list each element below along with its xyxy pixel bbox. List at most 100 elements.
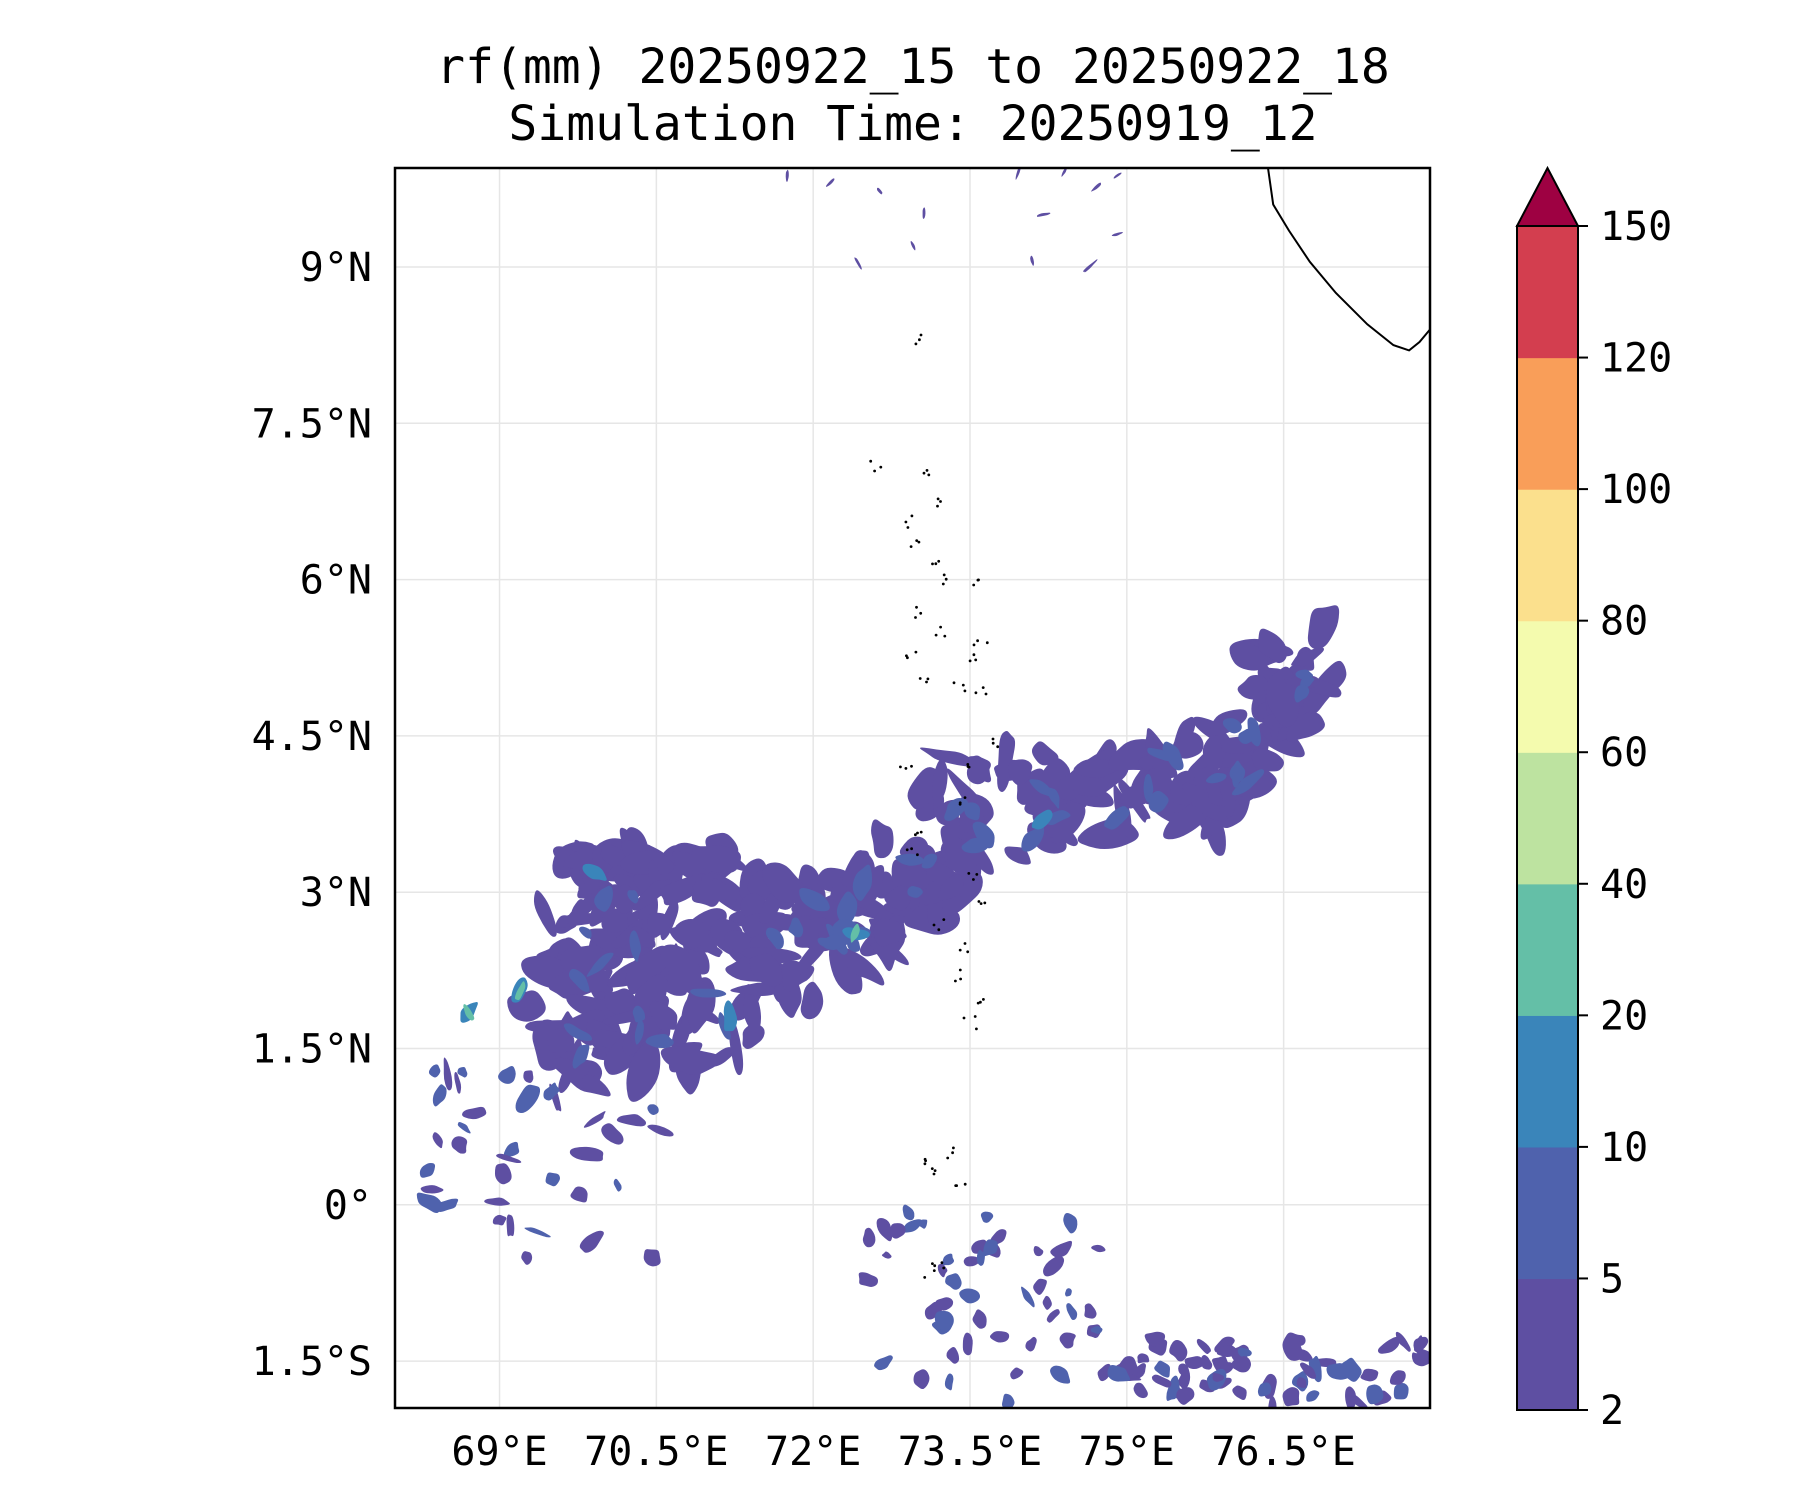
atoll-island [974, 691, 978, 695]
rain-cell [1113, 172, 1122, 179]
atoll-island [977, 900, 981, 903]
rain-cell [591, 1047, 608, 1061]
atoll-island [916, 853, 919, 857]
rain-cell [938, 874, 964, 901]
colorbar-band [1517, 1146, 1578, 1280]
rain-cell [533, 890, 557, 937]
rain-cell [1064, 1288, 1072, 1297]
atoll-island [919, 830, 923, 834]
atoll-island [931, 1262, 934, 1265]
rain-cell [1143, 773, 1154, 803]
rain-cell [881, 1251, 892, 1259]
rain-cell [1090, 1326, 1103, 1334]
atoll-island [879, 465, 883, 469]
atoll-island [931, 562, 934, 566]
rain-cell [968, 755, 992, 783]
rain-cell [742, 1023, 765, 1049]
rain-cell [785, 169, 789, 182]
y-tick-label: 6°N [300, 558, 372, 604]
y-tick-label: 9°N [300, 245, 372, 291]
atoll-island [954, 1184, 958, 1187]
rain-cell [901, 1219, 923, 1233]
y-tick-label: 0° [324, 1183, 372, 1229]
atoll-island [973, 1015, 977, 1018]
rain-cell [1222, 718, 1242, 734]
rain-cell [643, 1249, 661, 1267]
rain-cell [674, 918, 709, 949]
rain-cell [1196, 1338, 1211, 1355]
atoll-island [910, 514, 914, 518]
rain-cell [647, 1124, 674, 1137]
atoll-island [972, 583, 976, 587]
rain-cell [983, 1239, 998, 1256]
atoll-island [972, 643, 976, 647]
atoll-island [951, 1151, 954, 1155]
rain-cell [788, 917, 804, 938]
rain-cell [1144, 1331, 1166, 1347]
atoll-island [967, 765, 971, 769]
rain-cell [1205, 772, 1227, 784]
rain-cell [743, 984, 762, 1033]
rain-cell [601, 1123, 624, 1145]
coastlines [869, 168, 1430, 1279]
atoll-island [940, 1261, 944, 1265]
rain-cell [1300, 676, 1315, 688]
atoll-island [937, 559, 941, 563]
atoll-island [906, 526, 910, 529]
rain-cell [506, 1214, 515, 1237]
rain-cell [1178, 1363, 1189, 1376]
rain-cell [1031, 741, 1059, 766]
atoll-island [961, 683, 965, 687]
rain-cell [895, 853, 926, 866]
atoll-island [905, 654, 908, 658]
rain-cell [632, 1005, 646, 1023]
rain-cell [852, 864, 873, 901]
rain-cell [568, 968, 590, 993]
x-tick-label: 75°E [1079, 1429, 1175, 1475]
atoll-island [904, 767, 908, 770]
rain-cell [566, 994, 624, 1020]
rain-cell [1306, 1390, 1320, 1402]
rain-cell [1268, 1395, 1277, 1408]
rain-cell [963, 802, 981, 821]
rain-cell [514, 981, 526, 1001]
rain-cell [1307, 605, 1340, 650]
map-frame [393, 166, 1432, 1410]
rain-cell [604, 988, 637, 1017]
rain-cell [730, 982, 779, 996]
atoll-island [930, 1167, 934, 1170]
rain-cell [545, 1172, 560, 1187]
rain-cell [1021, 824, 1045, 852]
rain-cell [918, 1219, 928, 1229]
atoll-island [918, 677, 922, 680]
rain-cell [1326, 1363, 1351, 1380]
rain-cell [836, 891, 858, 924]
atoll-island [942, 573, 946, 577]
rain-cell [890, 1223, 906, 1239]
rain-cell [1029, 779, 1054, 798]
rain-cell [989, 1331, 1010, 1343]
rain-cell [428, 1064, 441, 1078]
atoll-island [923, 1276, 927, 1279]
rain-cell [546, 1028, 575, 1054]
atoll-island [963, 1182, 967, 1186]
rain-cell [862, 1227, 876, 1248]
atoll-island [975, 1027, 978, 1031]
atoll-island [910, 847, 913, 851]
y-tick-label: 7.5°N [252, 401, 372, 447]
rain-cell [874, 1355, 893, 1371]
rain-cell [463, 1004, 475, 1021]
atoll-island [927, 473, 931, 477]
atoll-island [869, 459, 873, 463]
atoll-island [985, 641, 989, 645]
rain-cell [457, 1066, 468, 1078]
rain-cell [1237, 1347, 1252, 1358]
rain-cell [1091, 1244, 1106, 1253]
rain-cell [1151, 1374, 1172, 1388]
atoll-island [966, 950, 970, 954]
rain-cell [579, 926, 592, 939]
rain-cell [1133, 1382, 1148, 1399]
atoll-island [942, 918, 946, 921]
rain-cell [582, 863, 607, 881]
rain-cell [660, 944, 705, 995]
